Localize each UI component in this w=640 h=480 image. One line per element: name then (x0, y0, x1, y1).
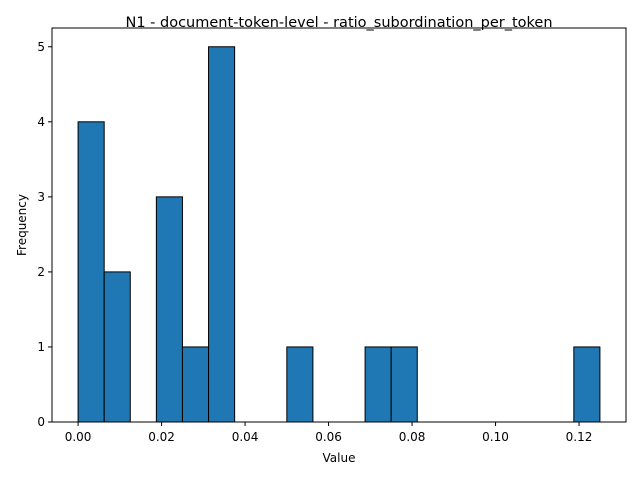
y-tick-label: 1 (37, 340, 45, 354)
histogram-bar (103, 271, 131, 423)
x-axis-label: Value (323, 451, 356, 465)
x-tick-label: 0.08 (399, 430, 426, 444)
x-tick-label: 0.12 (566, 430, 593, 444)
y-axis-ticks: 0 1 2 3 4 5 (37, 40, 52, 429)
histogram-bar (208, 46, 236, 423)
x-tick-label: 0.02 (148, 430, 175, 444)
bars-group (77, 46, 601, 423)
y-tick-label: 2 (37, 265, 45, 279)
y-axis-label: Frequency (15, 194, 29, 256)
histogram-bar (77, 121, 105, 423)
x-tick-label: 0.10 (482, 430, 509, 444)
histogram-bar (286, 346, 314, 423)
x-tick-label: 0.06 (315, 430, 342, 444)
y-tick-label: 4 (37, 115, 45, 129)
histogram-bar (573, 346, 601, 423)
y-tick-label: 5 (37, 40, 45, 54)
y-tick-label: 0 (37, 415, 45, 429)
histogram-bar (181, 346, 210, 423)
x-axis-ticks: 0.00 0.02 0.04 0.06 0.08 0.10 0.12 (65, 422, 593, 444)
y-tick-label: 3 (37, 190, 45, 204)
chart-title: N1 - document-token-level - ratio_subord… (125, 15, 552, 31)
plot-area-frame (51, 27, 627, 423)
x-tick-label: 0.04 (232, 430, 259, 444)
histogram-bar (390, 346, 418, 423)
histogram-bar (155, 196, 183, 423)
histogram-bar (364, 346, 392, 423)
x-tick-label: 0.00 (65, 430, 92, 444)
